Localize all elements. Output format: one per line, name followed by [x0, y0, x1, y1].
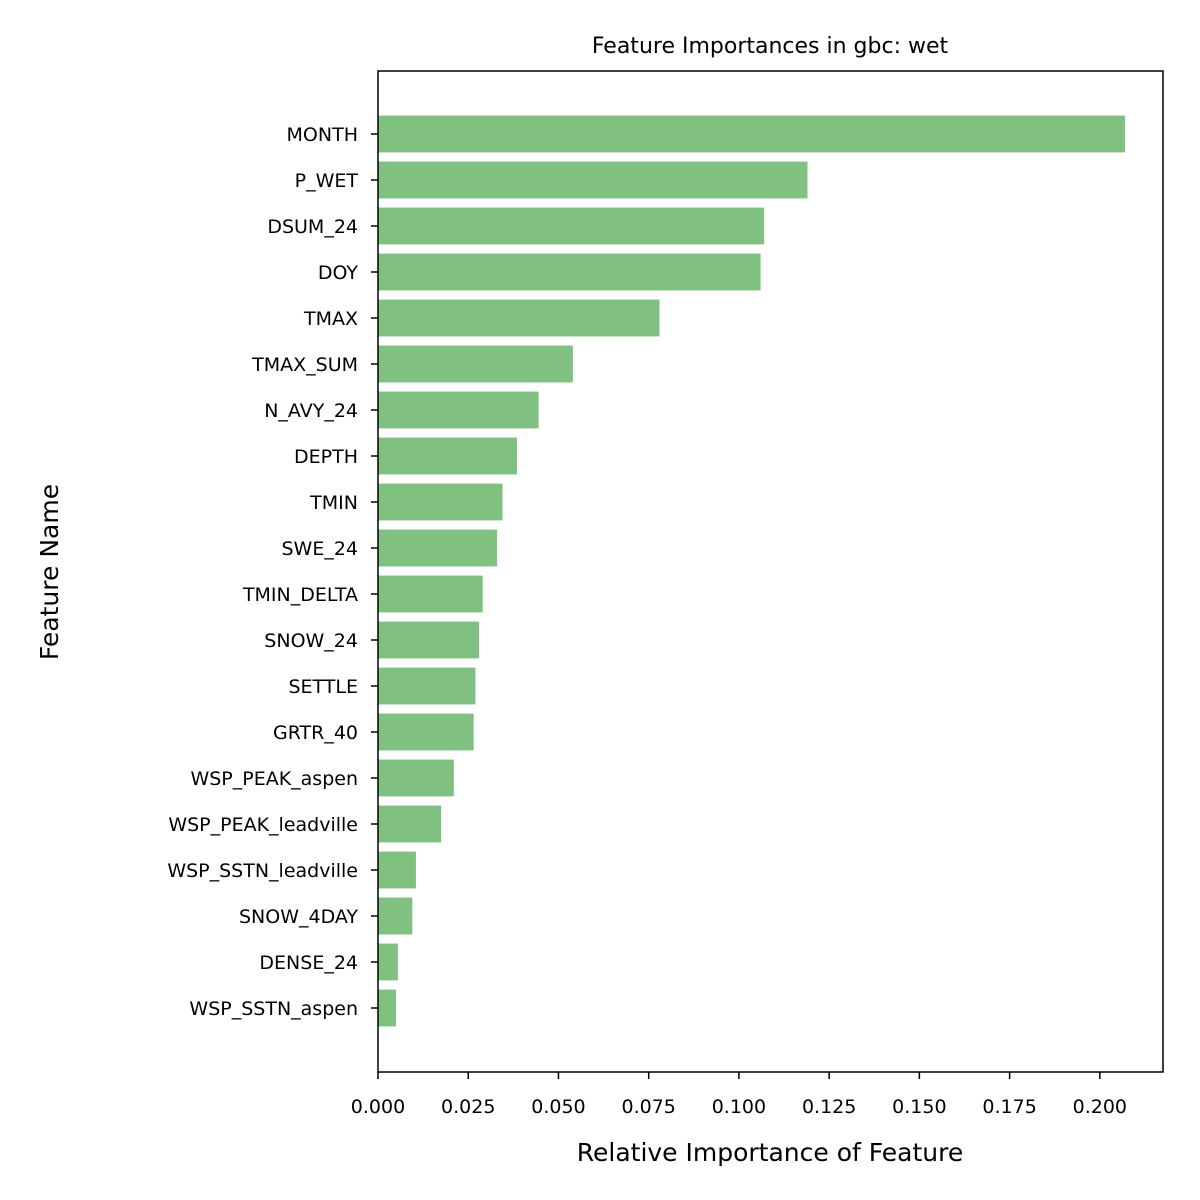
y-tick-label-doy: DOY: [318, 262, 359, 284]
bar-snow-4day: [378, 897, 413, 935]
x-tick-label: 0.025: [441, 1096, 495, 1118]
x-tick-label: 0.200: [1073, 1096, 1127, 1118]
y-tick-label-grtr-40: GRTR_40: [273, 722, 358, 744]
y-tick-label-depth: DEPTH: [294, 446, 358, 468]
bar-n-avy-24: [378, 391, 539, 429]
chart-title: Feature Importances in gbc: wet: [592, 34, 949, 59]
bar-tmax-sum: [378, 345, 573, 383]
bar-grtr-40: [378, 713, 474, 751]
y-tick-label-dsum-24: DSUM_24: [267, 216, 358, 238]
y-tick-label-settle: SETTLE: [288, 676, 358, 698]
bar-dense-24: [378, 943, 398, 981]
x-tick-label: 0.175: [982, 1096, 1036, 1118]
y-tick-label-p-wet: P_WET: [295, 170, 359, 192]
bars-group: [378, 115, 1126, 1027]
bar-wsp-sstn-aspen: [378, 989, 397, 1027]
x-tick-label: 0.125: [802, 1096, 856, 1118]
y-tick-label-wsp-peak-leadville: WSP_PEAK_leadville: [168, 814, 358, 836]
y-tick-label-tmax-sum: TMAX_SUM: [251, 354, 358, 376]
y-axis-label: Feature Name: [35, 484, 64, 660]
bar-swe-24: [378, 529, 498, 567]
y-tick-label-month: MONTH: [287, 124, 358, 146]
bar-tmax: [378, 299, 660, 337]
bar-depth: [378, 437, 517, 475]
y-tick-label-swe-24: SWE_24: [281, 538, 358, 560]
x-tick-label: 0.075: [621, 1096, 675, 1118]
bar-wsp-peak-aspen: [378, 759, 454, 797]
y-tick-label-snow-4day: SNOW_4DAY: [239, 906, 358, 928]
bar-tmin: [378, 483, 503, 521]
x-axis-label: Relative Importance of Feature: [577, 1138, 964, 1167]
x-axis-ticks: 0.000 0.025 0.050 0.075 0.100 0.125 0.150 0.175…: [351, 1072, 1127, 1118]
x-tick-label: 0.000: [351, 1096, 405, 1118]
bar-settle: [378, 667, 476, 705]
bar-snow-24: [378, 621, 480, 659]
y-tick-label-tmax: TMAX: [303, 308, 358, 330]
bar-tmin-delta: [378, 575, 483, 613]
y-axis-ticks: MONTH P_WET DSUM_24 DOY TMAX TMAX_SUM N_AVY_24…: [167, 124, 378, 1020]
y-tick-label-wsp-peak-aspen: WSP_PEAK_aspen: [190, 768, 358, 790]
bar-wsp-sstn-leadville: [378, 851, 416, 889]
y-tick-label-n-avy-24: N_AVY_24: [264, 400, 358, 422]
bar-dsum-24: [378, 207, 765, 245]
y-tick-label-tmin-delta: TMIN_DELTA: [242, 584, 358, 606]
y-tick-label-dense-24: DENSE_24: [259, 952, 358, 974]
bar-doy: [378, 253, 761, 291]
y-tick-label-wsp-sstn-aspen: WSP_SSTN_aspen: [189, 998, 358, 1020]
x-tick-label: 0.050: [531, 1096, 585, 1118]
y-tick-label-wsp-sstn-leadville: WSP_SSTN_leadville: [167, 860, 358, 882]
bar-p-wet: [378, 161, 808, 199]
x-tick-label: 0.100: [712, 1096, 766, 1118]
y-tick-label-snow-24: SNOW_24: [264, 630, 358, 652]
bar-wsp-peak-leadville: [378, 805, 442, 843]
plot-frame: [377, 70, 1164, 1073]
bar-month: [378, 115, 1126, 153]
y-tick-label-tmin: TMIN: [309, 492, 358, 514]
x-tick-label: 0.150: [892, 1096, 946, 1118]
